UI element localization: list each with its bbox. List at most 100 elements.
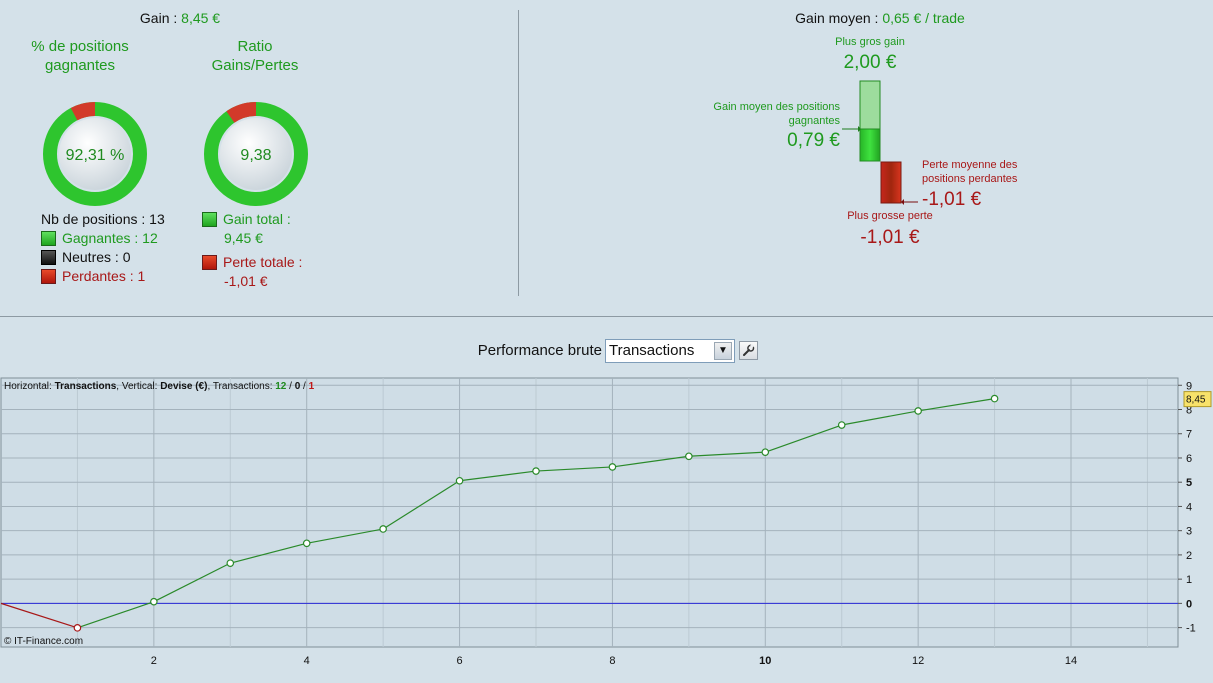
plus-grosse-perte-value: -1,01 € [860, 227, 920, 248]
x-tick-label: 12 [912, 655, 924, 667]
data-point [532, 467, 540, 475]
loss-arrow-head-icon [901, 199, 904, 205]
legend-perdantes: Perdantes : 1 [41, 268, 145, 284]
perte-totale-label: Perte totale : [223, 254, 303, 270]
gain-total-value: 9,45 € [224, 230, 263, 246]
gagnantes-text: Gagnantes : 12 [62, 230, 158, 246]
line-segment [918, 398, 995, 412]
gain-moyen-value: 0,65 € / trade [882, 10, 965, 26]
line-segment [77, 601, 155, 629]
data-point [455, 476, 464, 485]
data-point [608, 463, 617, 471]
line-segment [230, 542, 307, 564]
avg-gain-bar [859, 128, 881, 162]
line-segment [612, 455, 689, 468]
data-point [761, 448, 770, 456]
gain-moyen-positions-value: 0,79 € [787, 130, 840, 151]
x-tick-label: 6 [457, 655, 463, 667]
data-points [73, 394, 999, 632]
horizontal-divider [0, 316, 1213, 317]
settings-button[interactable] [739, 341, 758, 360]
data-point [685, 452, 693, 461]
gain-loss-bar-diagram [842, 80, 918, 205]
ratio-donut: 9,38 [204, 102, 308, 206]
y-tick-label: 5 [1186, 477, 1192, 489]
chart-info: Horizontal: Transactions, Vertical: Devi… [4, 381, 315, 392]
x-tick-label: 10 [759, 655, 771, 667]
black-swatch-icon [41, 249, 56, 265]
equity-line [0, 398, 995, 629]
data-point [73, 624, 82, 632]
legend-gain-total: Gain total : [202, 211, 291, 227]
donut-loss-arc [226, 102, 257, 123]
legend-neutres: Neutres : 0 [41, 249, 130, 265]
chevron-down-icon[interactable]: ▼ [714, 342, 732, 360]
win-pct-value: 92,31 % [66, 147, 125, 164]
line-segment [153, 562, 231, 603]
line-segment [0, 602, 78, 629]
win-pct-title: % de positions gagnantes [31, 38, 129, 74]
gain-arrow-head-icon [858, 126, 861, 132]
green-swatch-icon [202, 211, 217, 227]
x-axis: 2 4 6 8 10 12 14 [151, 655, 1077, 667]
data-point [226, 559, 235, 567]
summary-panel: Gain : 8,45 € % de positions gagnantes R… [0, 0, 1213, 316]
y-tick-label: 7 [1186, 429, 1192, 441]
plus-grosse-perte-label: Plus grosse perte [847, 210, 933, 222]
nb-positions: Nb de positions : 13 [41, 211, 165, 227]
y-tick-label: 3 [1186, 526, 1192, 538]
loss-bar [880, 161, 902, 204]
perte-moyenne-label: Perte moyenne des positions perdantes [922, 159, 1018, 185]
y-tick-label: 8 [1186, 405, 1192, 417]
gain-moyen-label: Gain moyen : [795, 10, 883, 26]
line-segment [841, 410, 919, 426]
data-point [837, 421, 846, 429]
y-tick-label: 6 [1186, 453, 1192, 465]
y-tick-label: -1 [1186, 623, 1196, 635]
line-segment [306, 528, 384, 544]
neutres-text: Neutres : 0 [62, 249, 131, 265]
nb-positions-text: Nb de positions : 13 [41, 211, 165, 227]
transactions-select[interactable]: Transactions ▼ [605, 339, 735, 363]
data-point [379, 525, 387, 533]
donut-loss-arc [70, 102, 96, 121]
data-point [990, 394, 999, 403]
x-tick-label: 14 [1065, 655, 1077, 667]
gain-total-label: Gain total : [223, 211, 291, 227]
copyright: © IT-Finance.com [4, 636, 83, 647]
x-tick-label: 4 [304, 655, 310, 667]
y-tick-label: 1 [1186, 574, 1192, 586]
wrench-icon [743, 344, 755, 356]
green-swatch-icon [41, 230, 56, 246]
ratio-value: 9,38 [240, 147, 271, 164]
red-swatch-icon [202, 254, 217, 270]
gain-value: 8,45 € [181, 10, 221, 26]
y-tick-label: 0 [1186, 598, 1192, 610]
plot-area [0, 377, 1179, 648]
gain-moyen-positions-label: Gain moyen des positions gagnantes [713, 101, 840, 127]
plus-gros-gain-value: 2,00 € [843, 52, 897, 73]
last-value-badge: 8,45 [1183, 391, 1212, 408]
perte-moyenne-value: -1,01 € [922, 189, 982, 210]
red-swatch-icon [41, 268, 56, 284]
win-pct-donut: 92,31 % [43, 102, 147, 206]
perte-totale-value: -1,01 € [224, 273, 268, 289]
performance-label: Performance brute [477, 342, 602, 359]
y-axis: -1 0 1 2 3 4 5 6 7 8 9 [1178, 380, 1196, 635]
data-point [914, 407, 922, 415]
donut-inner [220, 118, 292, 190]
line-segment [688, 451, 766, 457]
y-tick-label: 4 [1186, 501, 1192, 513]
gain-label: Gain : [139, 10, 182, 26]
max-gain-bar [859, 80, 881, 130]
y-tick-label: 2 [1186, 550, 1192, 562]
legend-perte-totale: Perte totale : [202, 254, 302, 270]
y-tick-label: 9 [1186, 380, 1192, 392]
line-segment [459, 470, 537, 482]
x-tick-label: 2 [151, 655, 157, 667]
gain-moyen-title: Gain moyen : 0,65 € / trade [730, 10, 1030, 26]
vertical-divider [518, 10, 519, 296]
data-point [150, 597, 158, 606]
select-value: Transactions [609, 342, 695, 359]
